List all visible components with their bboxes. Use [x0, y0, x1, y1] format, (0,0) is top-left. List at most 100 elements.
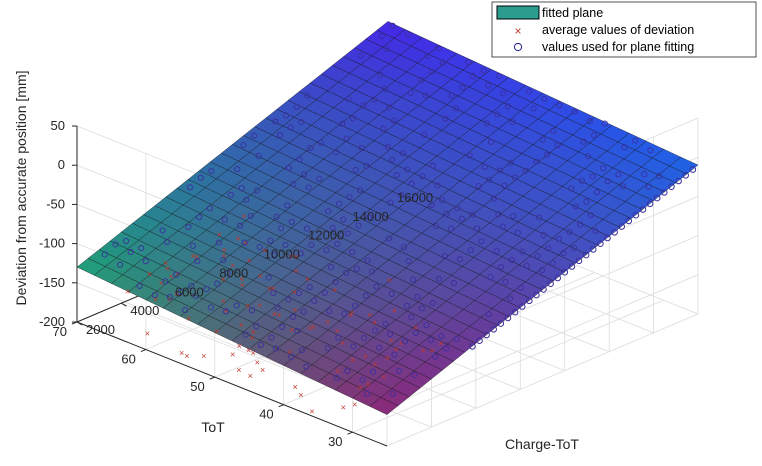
y-tick-mark — [347, 431, 353, 435]
plane-fit-point — [589, 173, 596, 180]
plane-fit-point — [601, 120, 608, 127]
average-deviation-point: × — [363, 352, 368, 362]
legend: fitted plane × average values of deviati… — [491, 1, 757, 58]
plane-fit-point — [185, 223, 192, 230]
x-tick-label: 6000 — [175, 284, 204, 299]
plane-fit-point — [490, 326, 498, 333]
plane-fit-point — [453, 105, 460, 112]
plane-fit-point — [639, 206, 647, 213]
x-axis-label: Charge-ToT — [505, 436, 579, 452]
plane-fit-point — [526, 297, 533, 305]
fitted-plane-patch — [669, 156, 699, 175]
plane-fit-point — [443, 345, 450, 352]
plane-fit-point — [272, 345, 280, 352]
plane-fit-point — [323, 247, 330, 254]
plane-fit-point — [380, 125, 387, 132]
plane-fit-point — [647, 147, 654, 154]
plane-fit-point — [432, 222, 440, 230]
plane-fit-point — [510, 213, 517, 220]
average-deviation-point: × — [175, 269, 180, 279]
average-deviation-point: × — [392, 305, 397, 315]
plane-fit-point — [327, 264, 335, 271]
plane-fit-point — [469, 343, 476, 350]
plane-fit-point — [386, 331, 394, 338]
plane-fit-point — [324, 345, 331, 352]
plane-fit-point — [285, 164, 292, 172]
legend-item-fitted-plane: fitted plane — [542, 6, 603, 20]
plane-fit-point — [240, 141, 247, 149]
plane-fit-point — [450, 280, 457, 287]
plane-fit-point — [359, 376, 366, 383]
plane-fit-point — [234, 166, 241, 173]
average-deviation-point: × — [248, 371, 253, 381]
plane-fit-point — [469, 73, 477, 80]
plane-fit-point — [352, 166, 359, 174]
plane-fit-point — [523, 262, 530, 269]
plane-fit-point — [575, 257, 583, 265]
plane-fit-point — [142, 258, 149, 265]
plane-fit-point — [555, 235, 562, 242]
plane-fit-point — [384, 143, 391, 150]
plane-fit-point — [221, 216, 228, 223]
plane-fit-point — [469, 211, 476, 218]
plane-fit-point — [361, 334, 368, 342]
average-deviation-point: × — [340, 338, 345, 348]
plane-fit-point — [270, 289, 277, 297]
plane-fit-point — [504, 314, 512, 322]
plane-fit-point — [194, 258, 201, 265]
plane-fit-point — [290, 180, 297, 188]
plane-fit-point — [504, 103, 511, 110]
plane-fit-point — [341, 310, 348, 317]
legend-plane-swatch — [496, 5, 540, 20]
plane-fit-point — [421, 131, 428, 138]
average-deviation-point: × — [292, 287, 297, 297]
y-tick-label: 60 — [121, 352, 135, 367]
average-deviation-point: × — [394, 344, 399, 354]
plane-fit-point — [334, 240, 341, 248]
plane-fit-point — [632, 211, 640, 219]
plane-fit-point — [220, 257, 227, 264]
plane-fit-point — [485, 82, 492, 89]
plane-fit-point — [357, 52, 364, 59]
average-deviation-point: × — [220, 275, 225, 285]
plane-fit-point — [429, 300, 436, 307]
plane-fit-point — [439, 197, 446, 204]
plane-fit-point — [403, 302, 410, 309]
plane-fit-point — [632, 137, 639, 144]
plane-fit-point — [378, 33, 386, 40]
x-tick-label: 16000 — [397, 190, 433, 205]
plane-fit-point — [247, 212, 254, 219]
plane-fit-point — [566, 228, 573, 236]
z-tick-label: -200 — [39, 314, 65, 329]
average-deviation-point: × — [235, 233, 240, 243]
plane-fit-point — [496, 167, 503, 174]
plane-fit-point — [519, 248, 526, 255]
plane-fit-point — [350, 343, 357, 350]
y-tick-mark — [140, 349, 147, 353]
average-deviation-point: × — [145, 329, 150, 339]
average-deviation-point: × — [293, 252, 298, 262]
plane-fit-point — [578, 177, 585, 184]
plane-fit-point — [343, 135, 350, 142]
plane-fit-point — [615, 171, 622, 178]
average-deviation-point: × — [247, 255, 252, 265]
average-deviation-point: × — [385, 353, 390, 363]
average-deviation-point: × — [332, 285, 337, 295]
average-deviation-point: × — [186, 313, 191, 323]
plane-fit-point — [487, 138, 495, 145]
plane-fit-point — [486, 176, 493, 183]
y-tick-mark — [278, 404, 284, 408]
average-deviation-point: × — [335, 326, 340, 336]
average-deviation-point: × — [240, 280, 245, 290]
legend-o-marker — [513, 42, 523, 52]
plane-fit-point — [385, 235, 392, 242]
average-deviation-point: × — [243, 238, 248, 248]
plane-fit-point — [483, 120, 490, 127]
plane-fit-point — [123, 237, 130, 245]
average-deviation-point: × — [239, 274, 244, 284]
average-deviation-point: × — [159, 278, 164, 288]
plane-fit-point — [509, 118, 516, 125]
plane-fit-point — [428, 201, 435, 209]
plane-fit-point — [371, 327, 378, 334]
